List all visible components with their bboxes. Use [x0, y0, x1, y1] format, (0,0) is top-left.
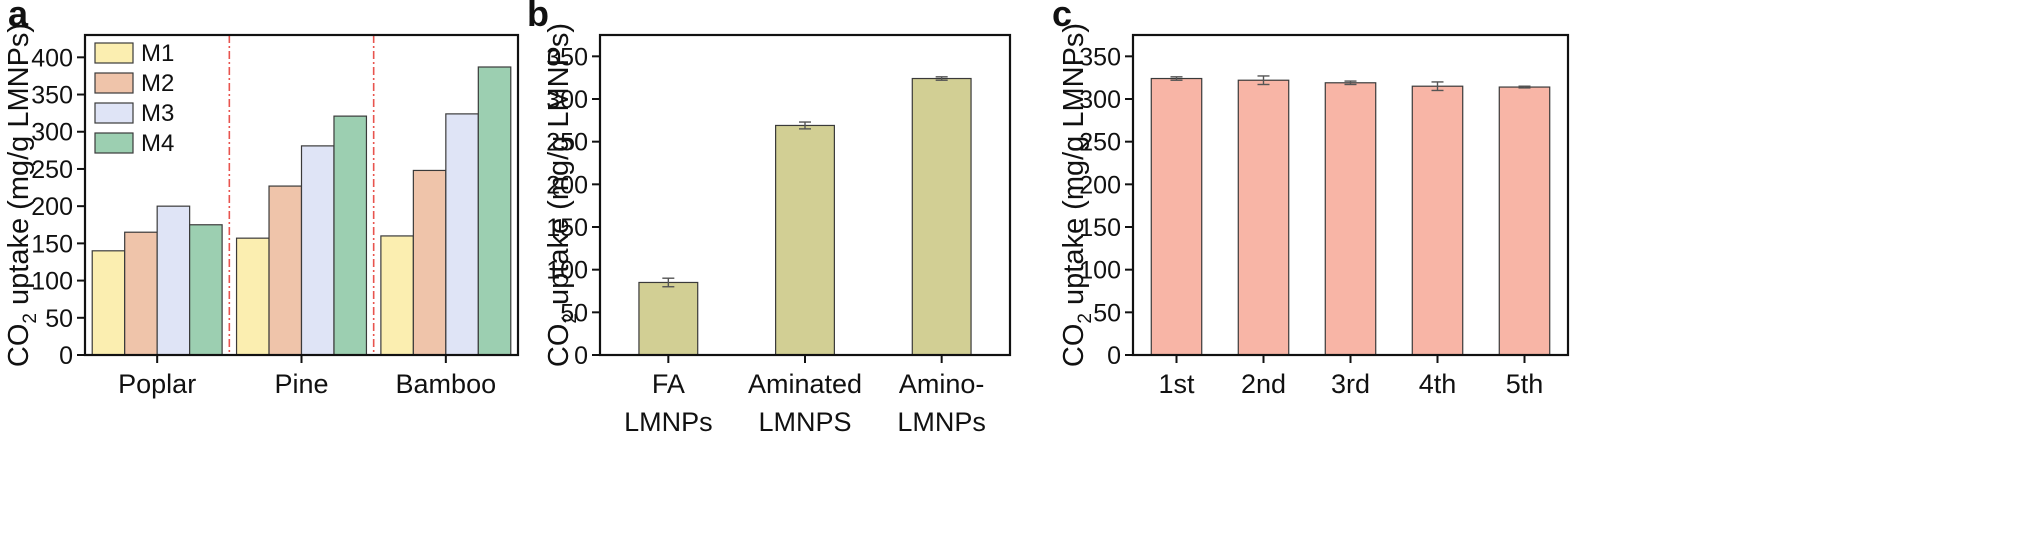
- x-category-label: 4th: [1419, 369, 1457, 399]
- y-tick-label: 150: [31, 230, 73, 258]
- x-category-label: 1st: [1158, 369, 1195, 399]
- x-category-label: LMNPS: [758, 407, 851, 437]
- y-tick-label: 0: [59, 342, 73, 370]
- x-category-label: Poplar: [118, 369, 196, 399]
- bar-m2-bamboo: [412, 169, 447, 356]
- y-tick-label: 300: [31, 119, 73, 147]
- legend-label-m2: M2: [141, 70, 174, 97]
- bar-m4-bamboo: [477, 66, 512, 356]
- bar: [775, 124, 835, 356]
- y-tick-label: 250: [1079, 129, 1121, 157]
- legend-swatch-m2: [94, 72, 134, 94]
- plot-frame: [598, 33, 1012, 357]
- x-category-label: Amino-: [899, 369, 985, 399]
- y-axis-title: CO2 uptake (mg/g LMNPs): [3, 23, 41, 367]
- x-category-label: LMNPs: [897, 407, 986, 437]
- y-tick-label: 350: [546, 43, 588, 71]
- legend-swatch-m1: [94, 42, 134, 64]
- y-tick-label: 350: [1079, 43, 1121, 71]
- x-category-label: 3rd: [1331, 369, 1370, 399]
- y-tick-label: 50: [560, 299, 588, 327]
- bar-m3-pine: [300, 145, 335, 356]
- plot-frame: [83, 33, 520, 357]
- bar: [1324, 82, 1377, 356]
- bar-m1-poplar: [91, 250, 126, 356]
- y-tick-label: 300: [546, 86, 588, 114]
- y-tick-label: 150: [546, 214, 588, 242]
- bar-m1-pine: [235, 237, 270, 356]
- y-axis-title-part: uptake (mg/g LMNPs): [543, 23, 575, 313]
- y-tick-label: 400: [31, 44, 73, 72]
- y-tick-label: 100: [546, 257, 588, 285]
- y-tick-label: 200: [31, 193, 73, 221]
- y-tick-label: 100: [1079, 257, 1121, 285]
- bar-m1-bamboo: [380, 235, 414, 356]
- y-tick-label: 50: [1093, 299, 1121, 327]
- y-tick-label: 200: [1079, 171, 1121, 199]
- bar-m4-pine: [333, 115, 368, 356]
- y-axis-title-part: uptake (mg/g LMNPs): [3, 23, 35, 313]
- x-category-label: LMNPs: [624, 407, 713, 437]
- legend-label-m4: M4: [141, 130, 174, 157]
- bar: [1411, 85, 1464, 356]
- y-tick-label: 250: [31, 156, 73, 184]
- legend-label-m3: M3: [141, 100, 174, 127]
- panel-letter: b: [527, 0, 549, 34]
- plot-frame: [1131, 33, 1570, 357]
- y-axis-title-part: CO: [1058, 324, 1090, 368]
- bar: [1498, 86, 1551, 356]
- x-category-label: FA: [652, 369, 685, 399]
- bar-m3-bamboo: [445, 113, 479, 356]
- y-axis-title-subscript: 2: [1075, 313, 1096, 324]
- legend-swatch-m4: [94, 132, 134, 154]
- y-axis-title-part: CO: [543, 324, 575, 368]
- bar-m4-poplar: [189, 224, 223, 356]
- x-category-label: Pine: [274, 369, 328, 399]
- bar: [1150, 77, 1203, 356]
- y-axis-title-subscript: 2: [560, 313, 581, 324]
- bar: [638, 281, 699, 356]
- x-category-label: Bamboo: [396, 369, 497, 399]
- y-tick-label: 100: [31, 268, 73, 296]
- bar: [911, 77, 972, 356]
- y-tick-label: 0: [1107, 342, 1121, 370]
- legend-swatch-m3: [94, 102, 134, 124]
- y-axis-title: CO2 uptake (mg/g LMNPs): [543, 23, 581, 367]
- bar-m2-pine: [268, 185, 303, 356]
- bar: [1237, 79, 1290, 356]
- y-tick-label: 350: [31, 82, 73, 110]
- y-tick-label: 150: [1079, 214, 1121, 242]
- x-category-label: Aminated: [748, 369, 862, 399]
- y-tick-label: 50: [45, 305, 73, 333]
- bar-m2-poplar: [124, 231, 158, 356]
- y-tick-label: 300: [1079, 86, 1121, 114]
- y-tick-label: 250: [546, 129, 588, 157]
- legend-label-m1: M1: [141, 40, 174, 67]
- panel-letter: c: [1052, 0, 1072, 34]
- y-axis-title: CO2 uptake (mg/g LMNPs): [1058, 23, 1096, 367]
- x-category-label: 5th: [1506, 369, 1544, 399]
- x-category-label: 2nd: [1241, 369, 1286, 399]
- y-axis-title-part: uptake (mg/g LMNPs): [1058, 23, 1090, 313]
- y-axis-title-subscript: 2: [20, 313, 41, 324]
- panel-letter: a: [8, 0, 29, 34]
- bar-m3-poplar: [156, 205, 191, 356]
- y-tick-label: 0: [574, 342, 588, 370]
- y-tick-label: 200: [546, 171, 588, 199]
- y-axis-title-part: CO: [3, 324, 35, 368]
